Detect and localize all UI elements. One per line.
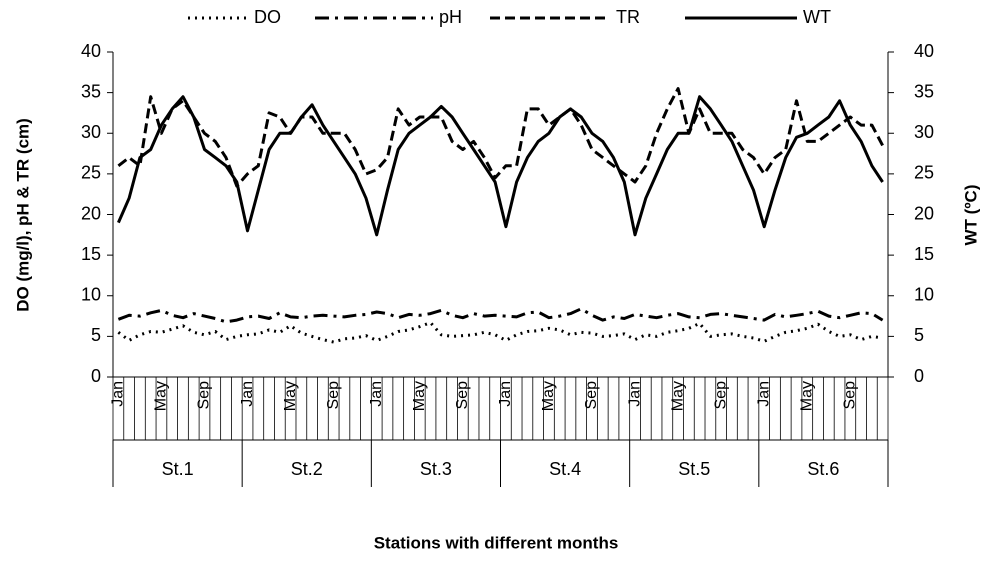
x-tick-label: May (798, 381, 815, 411)
series-line (117, 87, 884, 188)
x-tick-label: Jan (368, 381, 385, 407)
x-tick-label: May (540, 381, 557, 411)
group-label: St.4 (549, 459, 581, 479)
x-tick-label: Jan (626, 381, 643, 407)
y-tick-label: 10 (81, 285, 101, 305)
group-label: St.3 (420, 459, 452, 479)
y-tick-label: 5 (91, 325, 101, 345)
group-label: St.5 (678, 459, 710, 479)
y-tick-label: 30 (81, 122, 101, 142)
y2-tick-label: 10 (914, 285, 934, 305)
legend-label: pH (439, 7, 462, 27)
x-tick-label: May (282, 381, 299, 411)
y-tick-label: 25 (81, 163, 101, 183)
x-tick-label: May (411, 381, 428, 411)
series-line (117, 321, 883, 344)
y2-tick-label: 35 (914, 81, 934, 101)
y-axis-title: DO (mg/l), pH & TR (cm) (13, 118, 32, 312)
x-tick-label: May (669, 381, 686, 411)
x-tick-label: Sep (325, 381, 342, 410)
y-tick-label: 40 (81, 41, 101, 61)
series-line (117, 307, 884, 324)
y2-tick-label: 25 (914, 163, 934, 183)
x-tick-label: Sep (583, 381, 600, 410)
group-label: St.2 (291, 459, 323, 479)
y2-tick-label: 40 (914, 41, 934, 61)
x-axis-title: Stations with different months (374, 533, 619, 552)
x-tick-label: Jan (239, 381, 256, 407)
y2-tick-label: 15 (914, 244, 934, 264)
x-tick-label: Sep (454, 381, 471, 410)
legend-label: WT (803, 7, 831, 27)
y-tick-label: 35 (81, 81, 101, 101)
group-label: St.1 (162, 459, 194, 479)
x-tick-label: Jan (497, 381, 514, 407)
y2-tick-label: 20 (914, 203, 934, 223)
y2-axis-title: WT (ºC) (961, 185, 980, 246)
legend-label: TR (616, 7, 640, 27)
x-tick-label: Jan (755, 381, 772, 407)
x-tick-label: Jan (110, 381, 127, 407)
x-tick-label: Sep (196, 381, 213, 410)
y2-tick-label: 5 (914, 325, 924, 345)
y2-tick-label: 0 (914, 366, 924, 386)
y2-tick-label: 30 (914, 122, 934, 142)
y-tick-label: 0 (91, 366, 101, 386)
group-label: St.6 (807, 459, 839, 479)
x-tick-label: Sep (712, 381, 729, 410)
x-tick-label: Sep (842, 381, 859, 410)
series-line (117, 95, 884, 237)
legend-label: DO (254, 7, 281, 27)
y-tick-label: 15 (81, 244, 101, 264)
x-tick-label: May (153, 381, 170, 411)
y-tick-label: 20 (81, 203, 101, 223)
